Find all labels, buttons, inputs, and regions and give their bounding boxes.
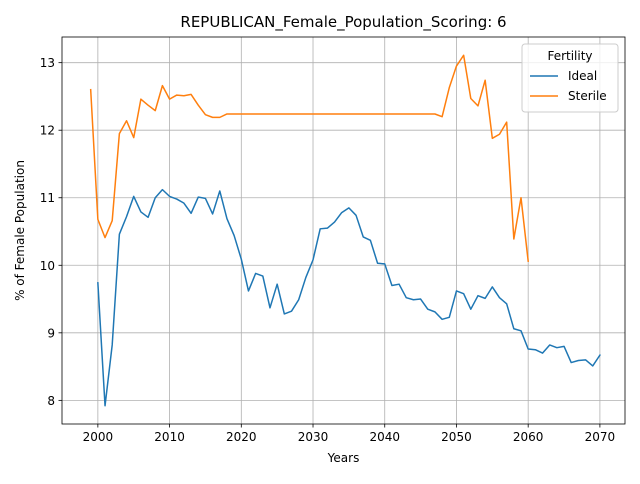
legend-title: Fertility — [547, 49, 592, 63]
y-tick-label: 12 — [40, 124, 55, 138]
y-tick-label: 8 — [47, 394, 55, 408]
y-tick-label: 13 — [40, 56, 55, 70]
x-tick-label: 2070 — [585, 430, 616, 444]
y-axis-label: % of Female Population — [13, 160, 27, 301]
legend-label-sterile: Sterile — [568, 89, 607, 103]
legend: Fertility Ideal Sterile — [521, 43, 619, 113]
x-tick-label: 2040 — [369, 430, 400, 444]
x-tick-label: 2000 — [83, 430, 114, 444]
axis-ticks: 2000 2010 2020 2030 2040 2050 2060 2070 8 9 10 11 12… — [40, 56, 615, 444]
y-tick-label: 11 — [40, 191, 55, 205]
legend-box — [521, 43, 619, 113]
series-line-ideal — [97, 188, 601, 407]
x-tick-label: 2010 — [154, 430, 185, 444]
plot-frame — [61, 36, 626, 425]
x-tick-label: 2050 — [441, 430, 472, 444]
x-tick-label: 2060 — [513, 430, 544, 444]
x-tick-label: 2020 — [226, 430, 257, 444]
legend-label-ideal: Ideal — [568, 69, 597, 83]
y-tick-label: 9 — [47, 326, 55, 340]
chart-title: REPUBLICAN_Female_Population_Scoring: 6 — [180, 13, 506, 32]
x-tick-label: 2030 — [298, 430, 329, 444]
y-tick-label: 10 — [40, 259, 55, 273]
series-lines — [89, 54, 601, 407]
x-axis-label: Years — [327, 451, 360, 465]
series-line-sterile — [89, 54, 530, 263]
